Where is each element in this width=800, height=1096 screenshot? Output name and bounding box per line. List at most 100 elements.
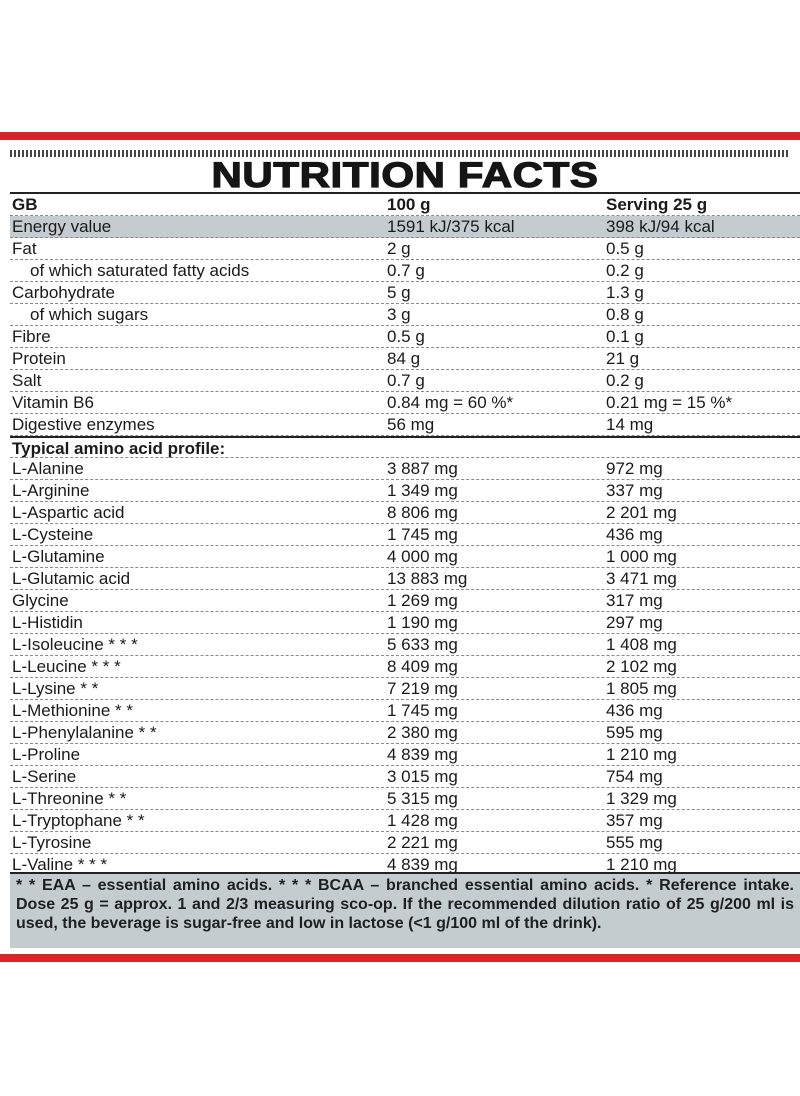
- amino-acid-row: L-Aspartic acid 8 806 mg 2 201 mg: [10, 502, 800, 524]
- nutrient-row-per-100g: 0.7 g: [387, 261, 425, 280]
- top-red-bar: [0, 132, 800, 140]
- amino-acid-row-name: L-Lysine * *: [12, 679, 99, 698]
- nutrient-row-name: Vitamin B6: [12, 393, 94, 412]
- amino-acid-row: L-Methionine * * 1 745 mg 436 mg: [10, 700, 800, 722]
- nutrient-row-per-serving: 0.8 g: [606, 305, 644, 324]
- amino-acid-row-name: L-Methionine * *: [12, 701, 133, 720]
- amino-acid-row: L-Tryptophane * * 1 428 mg 357 mg: [10, 810, 800, 832]
- amino-acid-row-per-serving: 1 329 mg: [606, 789, 677, 808]
- nutrient-row-name: Energy value: [12, 217, 112, 236]
- amino-acid-row-per-serving: 1 000 mg: [606, 547, 677, 566]
- amino-acid-row-per-100g: 1 269 mg: [387, 591, 458, 610]
- amino-acid-row-name: L-Threonine * *: [12, 789, 127, 808]
- amino-acid-row-per-100g: 4 839 mg: [387, 855, 458, 874]
- table-header-row: GB 100 g Serving 25 g: [10, 194, 800, 216]
- amino-acid-row: L-Leucine * * * 8 409 mg 2 102 mg: [10, 656, 800, 678]
- amino-acid-row-per-serving: 3 471 mg: [606, 569, 677, 588]
- header-col-language: GB: [12, 195, 38, 214]
- nutrient-row-per-serving: 0.1 g: [606, 327, 644, 346]
- nutrient-row: Digestive enzymes 56 mg 14 mg: [10, 414, 800, 436]
- nutrition-facts-panel: NUTRITION FACTS GB 100 g Serving 25 g En…: [10, 140, 800, 954]
- nutrient-row-name: Fat: [12, 239, 37, 258]
- amino-acid-row: L-Glutamic acid 13 883 mg 3 471 mg: [10, 568, 800, 590]
- amino-acid-row-name: L-Arginine: [12, 481, 90, 500]
- nutrient-row-per-serving: 1.3 g: [606, 283, 644, 302]
- amino-acid-row-name: L-Serine: [12, 767, 77, 786]
- amino-acid-row-per-100g: 3 015 mg: [387, 767, 458, 786]
- page-title: NUTRITION FACTS: [211, 155, 599, 195]
- nutrient-row-per-100g: 2 g: [387, 239, 411, 258]
- amino-acid-row-per-serving: 357 mg: [606, 811, 663, 830]
- amino-acid-row-per-serving: 297 mg: [606, 613, 663, 632]
- amino-acid-rows: L-Alanine 3 887 mg 972 mg L-Arginine 1 349 m…: [10, 458, 800, 876]
- amino-acid-row-per-100g: 4 000 mg: [387, 547, 458, 566]
- amino-acid-row-per-100g: 3 887 mg: [387, 459, 458, 478]
- amino-acid-row-per-100g: 7 219 mg: [387, 679, 458, 698]
- nutrient-row-per-100g: 3 g: [387, 305, 411, 324]
- amino-acid-row-per-serving: 595 mg: [606, 723, 663, 742]
- amino-acid-row-per-serving: 2 102 mg: [606, 657, 677, 676]
- amino-acid-row: L-Phenylalanine * * 2 380 mg 595 mg: [10, 722, 800, 744]
- nutrient-row-per-100g: 84 g: [387, 349, 421, 368]
- amino-acid-row-name: Glycine: [12, 591, 69, 610]
- amino-acid-row: L-Threonine * * 5 315 mg 1 329 mg: [10, 788, 800, 810]
- amino-acid-row-name: L-Glutamic acid: [12, 569, 131, 588]
- nutrient-row-per-serving: 21 g: [606, 349, 640, 368]
- amino-acid-row-per-serving: 436 mg: [606, 701, 663, 720]
- amino-acid-row-per-100g: 1 190 mg: [387, 613, 458, 632]
- nutrient-row-name: Carbohydrate: [12, 283, 116, 302]
- nutrient-row-name: of which saturated fatty acids: [30, 261, 250, 280]
- amino-acid-row-per-100g: 13 883 mg: [387, 569, 468, 588]
- amino-acid-row-per-100g: 2 380 mg: [387, 723, 458, 742]
- amino-acid-row-per-100g: 4 839 mg: [387, 745, 458, 764]
- amino-acid-row-name: L-Leucine * * *: [12, 657, 121, 676]
- nutrient-row: Fibre 0.5 g 0.1 g: [10, 326, 800, 348]
- nutrient-row: of which saturated fatty acids 0.7 g 0.2 g: [10, 260, 800, 282]
- amino-acid-row-per-serving: 754 mg: [606, 767, 663, 786]
- nutrient-row: of which sugars 3 g 0.8 g: [10, 304, 800, 326]
- amino-acid-row-name: L-Isoleucine * * *: [12, 635, 138, 654]
- nutrient-rows: Energy value 1591 kJ/375 kcal 398 kJ/94 kc…: [10, 216, 800, 436]
- amino-acid-row: L-Proline 4 839 mg 1 210 mg: [10, 744, 800, 766]
- amino-acid-row-name: L-Proline: [12, 745, 81, 764]
- nutrient-row-per-100g: 1591 kJ/375 kcal: [387, 217, 515, 236]
- nutrient-row: Vitamin B6 0.84 mg = 60 %* 0.21 mg = 15 %*: [10, 392, 800, 414]
- amino-acid-row-per-serving: 436 mg: [606, 525, 663, 544]
- nutrient-row-per-100g: 0.5 g: [387, 327, 425, 346]
- amino-acid-row: L-Lysine * * 7 219 mg 1 805 mg: [10, 678, 800, 700]
- amino-acid-row-name: L-Alanine: [12, 459, 84, 478]
- nutrient-row-per-serving: 0.2 g: [606, 371, 644, 390]
- amino-acid-row-per-serving: 317 mg: [606, 591, 663, 610]
- nutrient-row: Fat 2 g 0.5 g: [10, 238, 800, 260]
- amino-acid-row-per-serving: 337 mg: [606, 481, 663, 500]
- amino-acid-row-per-serving: 1 805 mg: [606, 679, 677, 698]
- amino-acid-row-name: L-Glutamine: [12, 547, 105, 566]
- nutrient-row-per-100g: 56 mg: [387, 415, 435, 434]
- footnote: * * EAA – essential amino acids. * * * B…: [10, 872, 800, 948]
- header-col-100g: 100 g: [387, 195, 431, 214]
- amino-acid-row-name: L-Aspartic acid: [12, 503, 125, 522]
- amino-acid-row-per-100g: 8 806 mg: [387, 503, 458, 522]
- nutrient-row-name: of which sugars: [30, 305, 149, 324]
- amino-acid-row-per-serving: 1 210 mg: [606, 745, 677, 764]
- amino-acid-row-per-100g: 1 745 mg: [387, 701, 458, 720]
- nutrient-row-name: Protein: [12, 349, 66, 368]
- nutrient-row-per-100g: 0.84 mg = 60 %*: [387, 393, 514, 412]
- amino-acid-row-per-100g: 1 349 mg: [387, 481, 458, 500]
- nutrient-row-name: Fibre: [12, 327, 51, 346]
- nutrient-row-per-serving: 398 kJ/94 kcal: [606, 217, 715, 236]
- nutrient-row-per-100g: 0.7 g: [387, 371, 425, 390]
- amino-acid-row: L-Serine 3 015 mg 754 mg: [10, 766, 800, 788]
- amino-acid-row: L-Isoleucine * * * 5 633 mg 1 408 mg: [10, 634, 800, 656]
- amino-acid-row-name: L-Histidin: [12, 613, 83, 632]
- nutrient-row-name: Digestive enzymes: [12, 415, 155, 434]
- amino-acid-row-per-serving: 2 201 mg: [606, 503, 677, 522]
- title-divider: [10, 192, 800, 194]
- amino-acid-row-per-100g: 2 221 mg: [387, 833, 458, 852]
- header-col-serving: Serving 25 g: [606, 195, 708, 214]
- amino-acid-row-per-serving: 1 408 mg: [606, 635, 677, 654]
- amino-acid-row-per-100g: 1 745 mg: [387, 525, 458, 544]
- amino-acid-row: Glycine 1 269 mg 317 mg: [10, 590, 800, 612]
- dotted-top-border: [10, 150, 790, 157]
- nutrient-row-name: Salt: [12, 371, 42, 390]
